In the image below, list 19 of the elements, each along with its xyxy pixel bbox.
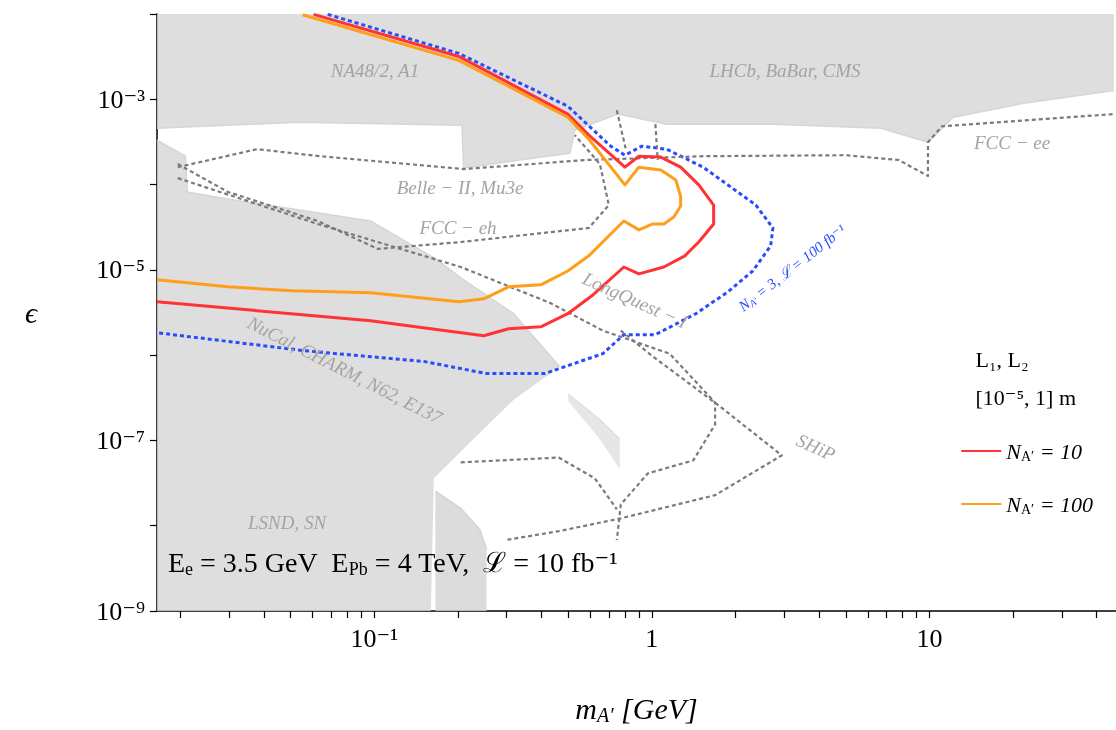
y-tick-label: 10⁻⁹ <box>96 596 145 626</box>
y-tick-label: 10⁻³ <box>97 84 146 114</box>
annotation: NA′ = 3, ℒ = 100 fb⁻¹ <box>734 221 849 316</box>
annotation: SHiP <box>793 429 839 465</box>
annotation: FCC − ee <box>972 131 1051 153</box>
annotation: LSND, SN <box>246 511 328 533</box>
y-axis-title: ϵ <box>24 296 39 329</box>
y-tick-label: 10⁻⁵ <box>96 255 145 285</box>
legend-title: L₁, L₂ [10⁻⁵, 1] m <box>975 346 1076 410</box>
x-tick-label: 10⁻¹ <box>350 623 398 653</box>
x-tick-label: 1 <box>645 623 659 653</box>
y-tick-label: 10⁻⁷ <box>96 425 145 455</box>
annotation: NA48/2, A1 <box>329 59 420 81</box>
annotation: Belle − II, Mu3e <box>396 176 524 198</box>
x-tick-label: 10 <box>916 623 943 653</box>
legend-label: NA′ = 10 <box>1005 438 1083 464</box>
legend-label: NA′ = 100 <box>1005 491 1094 517</box>
annotation: FCC − eh <box>418 216 497 238</box>
annotation: LHCb, BaBar, CMS <box>708 59 861 81</box>
